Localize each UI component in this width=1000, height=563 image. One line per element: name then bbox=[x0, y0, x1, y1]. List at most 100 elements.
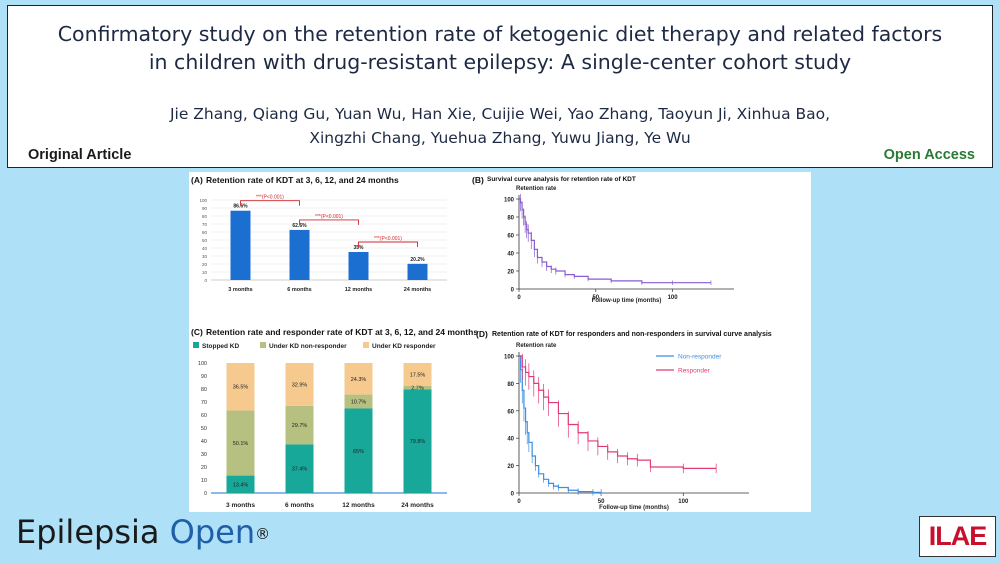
panel-c-stack-segment bbox=[285, 444, 314, 493]
panel-a-value-label: 86.6% bbox=[233, 204, 248, 210]
panel-a-value-label: 35% bbox=[353, 245, 364, 251]
panel-d-x-label: Follow-up time (months) bbox=[599, 505, 669, 511]
panel-b-y-tick: 0 bbox=[511, 288, 515, 294]
panel-c-segment-label: 36.5% bbox=[233, 385, 249, 391]
panel-a-significance-bracket bbox=[240, 200, 300, 206]
journal-brand: Epilepsia Open® bbox=[16, 512, 270, 552]
panel-d-title: Retention rate of KDT for responders and… bbox=[492, 331, 772, 338]
panel-a-y-tick: 0 bbox=[204, 278, 207, 283]
panel-b-y-tick: 20 bbox=[507, 270, 514, 276]
panel-b-x-label: Follow-up time (months) bbox=[592, 298, 662, 304]
panel-c-title: Retention rate and responder rate of KDT… bbox=[206, 327, 478, 337]
panel-a-letter: (A) bbox=[191, 175, 203, 185]
panel-b-series-line bbox=[519, 198, 711, 284]
panel-c-segment-label: 13.4% bbox=[233, 482, 249, 488]
panel-a-y-tick: 90 bbox=[202, 206, 208, 211]
open-access-label: Open Access bbox=[883, 147, 975, 163]
panel-c-stack-segment bbox=[344, 363, 373, 395]
article-title: Confirmatory study on the retention rate… bbox=[8, 20, 992, 76]
panel-a-significance-bracket bbox=[358, 241, 418, 247]
panel-a-y-tick: 100 bbox=[199, 198, 207, 203]
panel-c-segment-label: 2.7% bbox=[411, 386, 424, 392]
panel-d-y-tick: 0 bbox=[511, 492, 515, 498]
panel-c-stack-segment bbox=[226, 363, 255, 411]
panel-a-x-tick: 12 months bbox=[345, 287, 373, 293]
panel-d-x-tick: 50 bbox=[598, 499, 605, 505]
panel-b-letter: (B) bbox=[472, 175, 484, 185]
figure-canvas: (A) Retention rate of KDT at 3, 6, 12, an… bbox=[191, 175, 772, 511]
panel-c-stack-segment bbox=[344, 394, 373, 409]
panel-d-legend-label: Non-responder bbox=[678, 354, 722, 361]
panel-c-y-tick: 70 bbox=[201, 400, 207, 406]
panel-c-segment-label: 10.7% bbox=[351, 400, 367, 406]
panel-a-bar bbox=[289, 229, 310, 280]
panel-b-y-tick: 100 bbox=[504, 198, 515, 204]
panel-a-x-tick: 3 months bbox=[228, 287, 252, 293]
panel-a-y-tick: 60 bbox=[202, 230, 208, 235]
panel-a-significance-label: ***(P<0.001) bbox=[256, 195, 284, 201]
panel-b-y-tick: 80 bbox=[507, 216, 514, 222]
panel-c-segment-label: 24.3% bbox=[351, 377, 367, 383]
panel-c-y-tick: 50 bbox=[201, 426, 207, 432]
panel-c-segment-label: 50.1% bbox=[233, 441, 249, 447]
panel-c-x-tick: 12 months bbox=[342, 502, 375, 509]
panel-d-y-tick: 60 bbox=[507, 409, 514, 415]
panel-c-y-tick: 100 bbox=[198, 361, 207, 367]
panel-c-stack-segment bbox=[344, 408, 373, 493]
panel-a-y-tick: 50 bbox=[202, 238, 208, 243]
article-type-label: Original Article bbox=[28, 147, 132, 163]
panel-d-x-tick: 0 bbox=[517, 499, 521, 505]
panel-c-y-tick: 10 bbox=[201, 478, 207, 484]
panel-c-segment-label: 29.7% bbox=[292, 423, 308, 429]
panel-d-y-tick: 80 bbox=[507, 382, 514, 388]
panel-d-x-tick: 100 bbox=[678, 499, 689, 505]
journal-name: Epilepsia bbox=[16, 513, 160, 551]
panel-b-y-tick: 40 bbox=[507, 252, 514, 258]
panel-c-x-tick: 24 months bbox=[401, 502, 434, 509]
panel-a-title: Retention rate of KDT at 3, 6, 12, and 2… bbox=[206, 175, 399, 185]
panel-c-legend-swatch bbox=[193, 342, 199, 348]
panel-a-y-tick: 20 bbox=[202, 262, 208, 267]
panel-b-x-tick: 100 bbox=[668, 295, 679, 301]
panel-c-y-tick: 0 bbox=[204, 491, 207, 497]
panel-c-y-tick: 30 bbox=[201, 452, 207, 458]
author-list: Jie Zhang, Qiang Gu, Yuan Wu, Han Xie, C… bbox=[8, 102, 992, 150]
panel-c-legend-label: Stopped KD bbox=[202, 343, 239, 350]
panel-c-legend-label: Under KD non-responder bbox=[269, 343, 347, 350]
panel-a-y-tick: 40 bbox=[202, 246, 208, 251]
author-list-line1: Jie Zhang, Qiang Gu, Yuan Wu, Han Xie, C… bbox=[169, 105, 831, 123]
panel-c-stack-segment bbox=[403, 385, 432, 390]
panel-d-series-line bbox=[519, 355, 717, 469]
panel-a-bar bbox=[407, 263, 428, 280]
panel-d-y-tick: 100 bbox=[504, 355, 515, 361]
author-list-line2: Xingzhi Chang, Yuehua Zhang, Yuwu Jiang,… bbox=[309, 129, 691, 147]
panel-c-legend-swatch bbox=[363, 342, 369, 348]
panel-c-y-tick: 20 bbox=[201, 465, 207, 471]
panel-a-value-label: 62.6% bbox=[292, 223, 307, 229]
article-title-line1: Confirmatory study on the retention rate… bbox=[57, 22, 943, 46]
registered-mark: ® bbox=[255, 525, 271, 543]
panel-a-x-tick: 6 months bbox=[287, 287, 311, 293]
panel-b-y-tick: 60 bbox=[507, 234, 514, 240]
panel-a-y-tick: 80 bbox=[202, 214, 208, 219]
figure-panel: (A) Retention rate of KDT at 3, 6, 12, an… bbox=[189, 172, 811, 512]
panel-b-title: Survival curve analysis for retention ra… bbox=[487, 176, 636, 183]
panel-c-stack-segment bbox=[403, 363, 432, 386]
article-title-line2: in children with drug-resistant epilepsy… bbox=[148, 50, 852, 74]
panel-c-stack-segment bbox=[285, 405, 314, 445]
panel-a-significance-bracket bbox=[299, 219, 359, 225]
panel-c-stack-segment bbox=[285, 363, 314, 406]
panel-c-y-tick: 90 bbox=[201, 374, 207, 380]
panel-d-letter: (D) bbox=[476, 329, 488, 339]
panel-c-segment-label: 65% bbox=[353, 449, 364, 455]
panel-c-segment-label: 17.5% bbox=[410, 372, 426, 378]
panel-c-letter: (C) bbox=[191, 327, 203, 337]
panel-c-x-tick: 6 months bbox=[285, 502, 314, 509]
ilae-logo: ILAE bbox=[919, 516, 996, 557]
panel-c-y-tick: 80 bbox=[201, 387, 207, 393]
panel-a-x-tick: 24 months bbox=[404, 287, 432, 293]
panel-d-y-label: Retention rate bbox=[516, 343, 557, 349]
panel-a-bar bbox=[230, 210, 251, 280]
panel-a-significance-label: ***(P<0.001) bbox=[315, 214, 343, 220]
panel-c-legend-label: Under KD responder bbox=[372, 343, 436, 350]
